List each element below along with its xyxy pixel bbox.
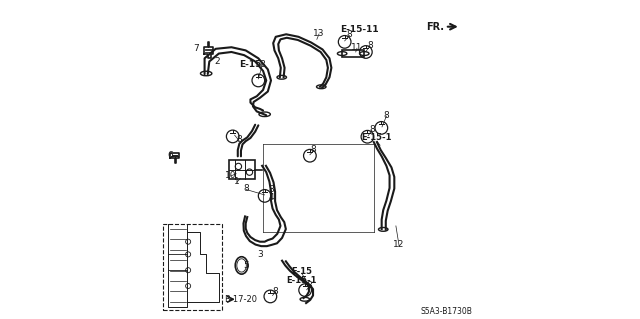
- Text: 7: 7: [193, 44, 198, 53]
- Text: E-15: E-15: [291, 267, 312, 276]
- Text: 5: 5: [243, 261, 249, 270]
- Text: 13: 13: [314, 28, 325, 38]
- Text: 8: 8: [260, 60, 266, 69]
- Text: FR.: FR.: [426, 22, 444, 32]
- Text: E-15-1: E-15-1: [362, 133, 392, 143]
- Text: 8: 8: [369, 125, 375, 134]
- Text: 4: 4: [269, 193, 275, 202]
- Text: 8: 8: [346, 30, 352, 39]
- Text: 8: 8: [367, 41, 373, 50]
- Text: 8: 8: [243, 184, 249, 193]
- Text: 3: 3: [257, 250, 263, 259]
- Text: 8: 8: [311, 145, 317, 154]
- Text: 10: 10: [225, 171, 237, 180]
- Text: 11: 11: [351, 43, 363, 52]
- Text: 8: 8: [236, 135, 242, 145]
- Bar: [163, 224, 222, 310]
- Text: 8: 8: [273, 287, 278, 296]
- Text: 6: 6: [167, 151, 173, 160]
- Text: 1: 1: [234, 177, 240, 186]
- Text: 8: 8: [383, 111, 389, 120]
- Text: 2: 2: [214, 57, 220, 66]
- Text: E-15-11: E-15-11: [340, 25, 379, 34]
- Bar: [342, 50, 364, 57]
- Bar: [228, 160, 255, 179]
- Text: E-15-1: E-15-1: [287, 276, 317, 285]
- Text: 12: 12: [394, 241, 404, 249]
- Text: 8: 8: [268, 185, 274, 194]
- Text: B-17-20: B-17-20: [224, 295, 257, 304]
- Text: E-15: E-15: [239, 60, 262, 69]
- Text: 8: 8: [307, 281, 312, 290]
- Text: S5A3-B1730B: S5A3-B1730B: [420, 307, 472, 316]
